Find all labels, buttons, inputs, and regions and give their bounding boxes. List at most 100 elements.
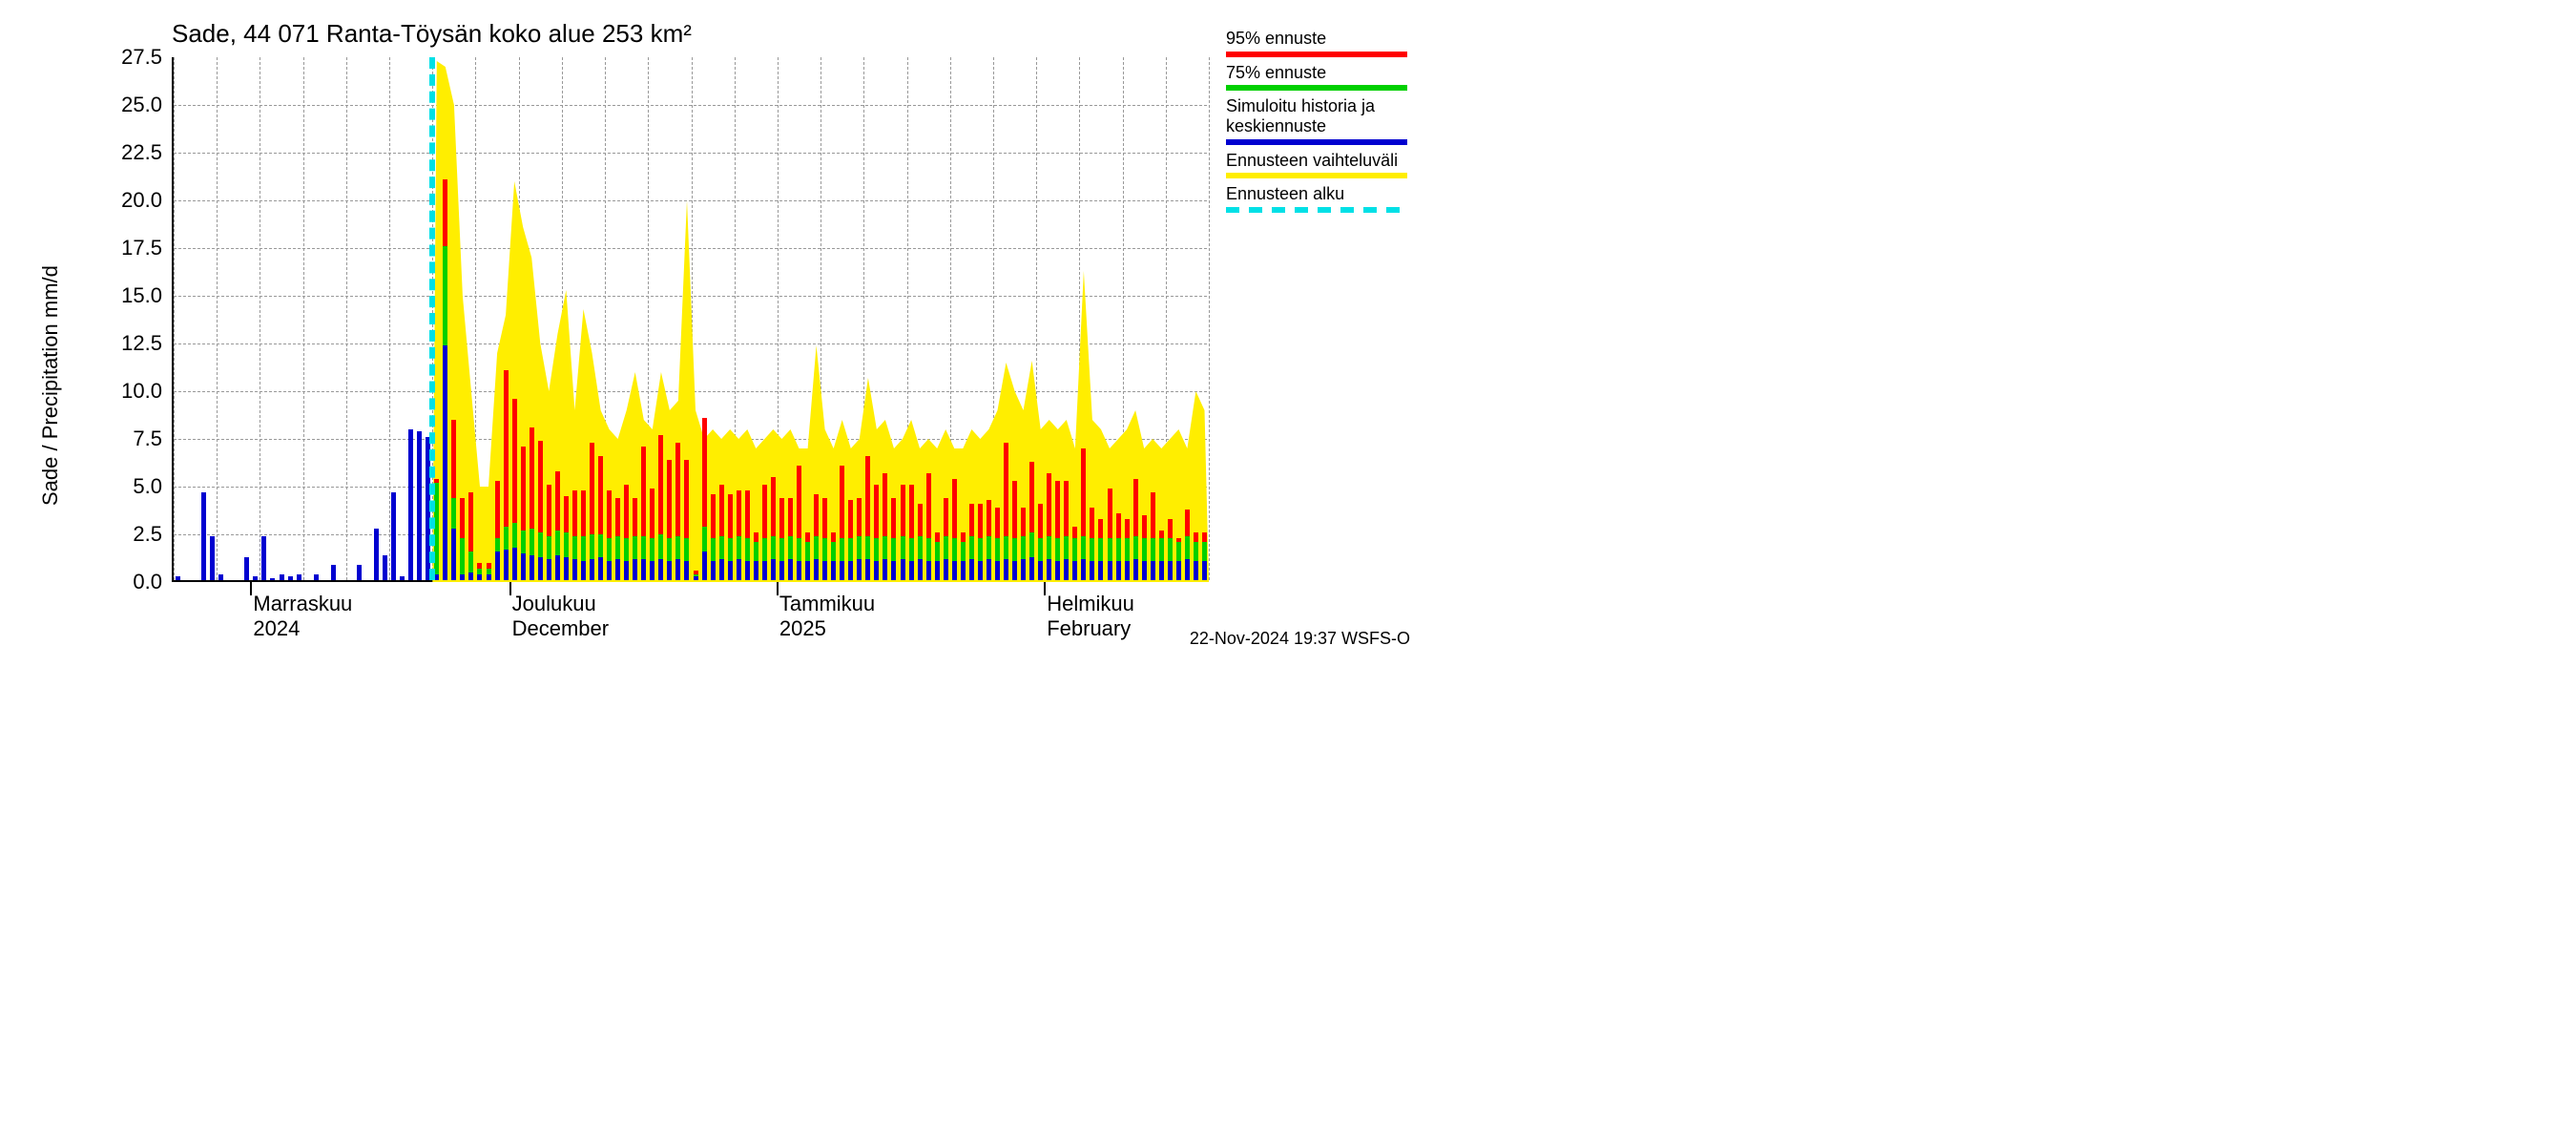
bar-day (874, 55, 879, 580)
legend-label: Simuloitu historia ja keskiennuste (1226, 96, 1407, 135)
bar-day (451, 55, 456, 580)
bar-day (1021, 55, 1026, 580)
bar-day (1116, 55, 1121, 580)
x-month-label-top: Marraskuu (253, 592, 352, 616)
y-tick-label: 27.5 (105, 45, 162, 70)
bar-day (322, 55, 327, 580)
bar-day (487, 55, 491, 580)
y-tick-label: 2.5 (105, 522, 162, 547)
legend-entry: 75% ennuste (1226, 63, 1407, 92)
bar-day (236, 55, 240, 580)
legend-swatch (1226, 207, 1407, 213)
legend-swatch (1226, 173, 1407, 178)
bar-day (822, 55, 827, 580)
bar-day (495, 55, 500, 580)
bar-day (521, 55, 526, 580)
bar-day (538, 55, 543, 580)
y-tick-label: 10.0 (105, 379, 162, 404)
legend-swatch (1226, 85, 1407, 91)
bar-day (331, 55, 336, 580)
bar-day (961, 55, 966, 580)
legend-label: 95% ennuste (1226, 29, 1407, 49)
bar-day (1047, 55, 1051, 580)
bar-day (253, 55, 258, 580)
bar-day (857, 55, 862, 580)
bar-day (702, 55, 707, 580)
bar-day (357, 55, 362, 580)
bar-day (641, 55, 646, 580)
bar-day (598, 55, 603, 580)
chart-title: Sade, 44 071 Ranta-Töysän koko alue 253 … (172, 19, 692, 49)
bar-day (762, 55, 767, 580)
legend: 95% ennuste 75% ennuste Simuloitu historia… (1226, 29, 1407, 219)
bar-day (468, 55, 473, 580)
bar-day (995, 55, 1000, 580)
bar-series (174, 57, 1207, 580)
bar-day (814, 55, 819, 580)
bar-day (193, 55, 197, 580)
bar-day (581, 55, 586, 580)
bar-day (1038, 55, 1043, 580)
bar-day (590, 55, 594, 580)
bar-day (754, 55, 758, 580)
y-tick-label: 25.0 (105, 93, 162, 117)
bar-day (719, 55, 724, 580)
bar-day (547, 55, 551, 580)
bar-day (952, 55, 957, 580)
bar-day (1133, 55, 1138, 580)
x-month-label-top: Tammikuu (779, 592, 875, 616)
x-month-label-top: Helmikuu (1047, 592, 1134, 616)
bar-day (607, 55, 612, 580)
y-axis-label: Sade / Precipitation mm/d (38, 265, 63, 506)
chart-page: Sade, 44 071 Ranta-Töysän koko alue 253 … (0, 0, 1431, 668)
bar-day (711, 55, 716, 580)
bar-day (675, 55, 680, 580)
bar-day (244, 55, 249, 580)
bar-day (280, 55, 284, 580)
bar-day (901, 55, 905, 580)
legend-label: 75% ennuste (1226, 63, 1407, 83)
plot-area (172, 57, 1207, 582)
bar-day (374, 55, 379, 580)
bar-day (348, 55, 353, 580)
bar-day (1012, 55, 1017, 580)
bar-day (210, 55, 215, 580)
bar-day (1168, 55, 1173, 580)
bar-day (848, 55, 853, 580)
bar-day (184, 55, 189, 580)
bar-day (805, 55, 810, 580)
bar-day (771, 55, 776, 580)
legend-label: Ennusteen vaihteluväli (1226, 151, 1407, 171)
bar-day (270, 55, 275, 580)
bar-day (530, 55, 534, 580)
bar-day (227, 55, 232, 580)
x-month-label-bot: 2024 (253, 616, 300, 641)
bar-day (978, 55, 983, 580)
bar-day (1029, 55, 1034, 580)
bar-day (460, 55, 465, 580)
legend-swatch (1226, 52, 1407, 57)
bar-day (340, 55, 344, 580)
y-tick-label: 12.5 (105, 331, 162, 356)
bar-day (391, 55, 396, 580)
footer-timestamp: 22-Nov-2024 19:37 WSFS-O (1190, 629, 1410, 649)
y-tick-label: 15.0 (105, 283, 162, 308)
bar-day (935, 55, 940, 580)
bar-day (658, 55, 663, 580)
bar-day (176, 55, 180, 580)
y-tick-label: 5.0 (105, 474, 162, 499)
bar-day (1151, 55, 1155, 580)
bar-day (1072, 55, 1077, 580)
bar-day (987, 55, 991, 580)
bar-day (1159, 55, 1164, 580)
bar-day (909, 55, 914, 580)
bar-day (443, 55, 447, 580)
bar-day (737, 55, 741, 580)
bar-day (788, 55, 793, 580)
bar-day (261, 55, 266, 580)
x-month-label-top: Joulukuu (512, 592, 596, 616)
y-tick-label: 20.0 (105, 188, 162, 213)
bar-day (624, 55, 629, 580)
bar-day (831, 55, 836, 580)
bar-day (667, 55, 672, 580)
